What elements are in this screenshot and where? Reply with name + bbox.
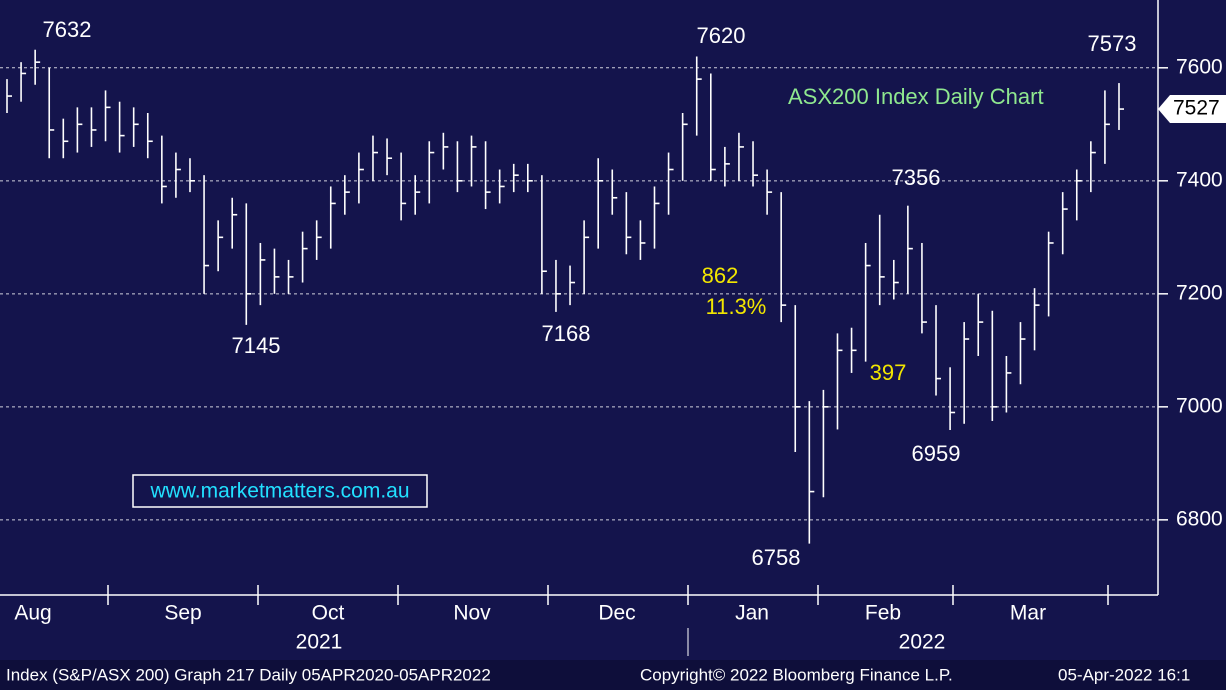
annotation: 397 [870,360,907,385]
annotation: 7620 [697,23,746,48]
y-tick-label: 7600 [1176,55,1223,78]
last-price-label: 7527 [1173,97,1220,120]
y-tick-label: 7000 [1176,394,1223,417]
chart-title: ASX200 Index Daily Chart [788,84,1044,109]
x-tick-label: Sep [164,602,201,625]
x-tick-label: Mar [1010,602,1046,625]
annotation: 862 [702,263,739,288]
annotation: 7168 [542,321,591,346]
annotation: 7356 [892,165,941,190]
x-tick-label: Jan [735,602,769,625]
x-tick-label: Feb [865,602,901,625]
x-tick-label: Oct [312,602,345,625]
year-label: 2022 [899,631,946,654]
annotation: 7573 [1088,31,1137,56]
y-tick-label: 6800 [1176,507,1223,530]
annotation: 6758 [752,545,801,570]
year-label: 2021 [296,631,343,654]
x-tick-label: Aug [14,602,51,625]
y-tick-label: 7200 [1176,281,1223,304]
footer-mid: Copyright© 2022 Bloomberg Finance L.P. [640,665,953,684]
annotation: 11.3% [706,294,767,319]
annotation: 6959 [912,441,961,466]
footer-left: Index (S&P/ASX 200) Graph 217 Daily 05AP… [6,665,491,684]
x-tick-label: Nov [453,602,491,625]
footer-right: 05-Apr-2022 16:1 [1058,665,1190,684]
last-price-box [1158,95,1226,124]
watermark: www.marketmatters.com.au [149,480,409,503]
annotation: 7145 [232,333,281,358]
footer-bg [0,660,1226,690]
watermark-box [132,474,428,508]
x-tick-label: Dec [598,602,635,625]
y-tick-label: 7400 [1176,168,1223,191]
annotation: 7632 [43,17,92,42]
